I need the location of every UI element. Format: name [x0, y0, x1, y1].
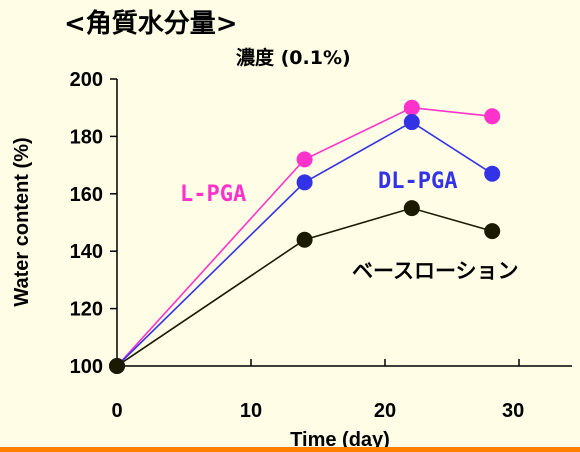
- y-tick-label: 100: [70, 356, 103, 378]
- y-tick-label: 160: [70, 184, 103, 206]
- chart-subtitle: 濃度 (0.1%): [236, 46, 351, 69]
- data-point: [403, 114, 420, 131]
- data-point: [403, 99, 420, 116]
- x-axis-title: Time (day): [290, 429, 390, 451]
- series-label-base-lotion: ベースローション: [352, 259, 519, 283]
- x-tick-label: 30: [502, 400, 524, 422]
- series-line-2: [116, 207, 493, 367]
- y-tick-label: 120: [70, 299, 103, 321]
- y-tick-label: 180: [70, 126, 103, 148]
- y-ticks: 100 120 140 160 180 200: [70, 69, 117, 378]
- data-point: [296, 151, 313, 168]
- y-tick-label: 140: [70, 241, 103, 263]
- data-point: [484, 165, 501, 182]
- data-point: [109, 358, 125, 374]
- data-point: [403, 200, 420, 217]
- y-axis-title: Water content (%): [11, 137, 33, 306]
- series-points: [109, 99, 501, 374]
- series-lines: [116, 106, 493, 367]
- x-tick-label: 10: [240, 400, 262, 422]
- data-point: [484, 108, 501, 125]
- series-line-0: [116, 106, 493, 367]
- series-label-dl-pga: DL-PGA: [378, 169, 457, 194]
- x-tick-label: 20: [374, 400, 396, 422]
- bottom-bar: [0, 447, 580, 452]
- x-tick-label: 0: [111, 400, 122, 422]
- x-ticks: 0 10 20 30: [111, 359, 524, 422]
- series-line-1: [116, 121, 493, 367]
- data-point: [296, 174, 313, 191]
- y-tick-label: 200: [70, 69, 103, 91]
- data-point: [296, 231, 313, 248]
- data-point: [484, 223, 501, 240]
- chart-title: <角質水分量>: [64, 8, 238, 39]
- series-label-l-pga: L-PGA: [180, 182, 246, 207]
